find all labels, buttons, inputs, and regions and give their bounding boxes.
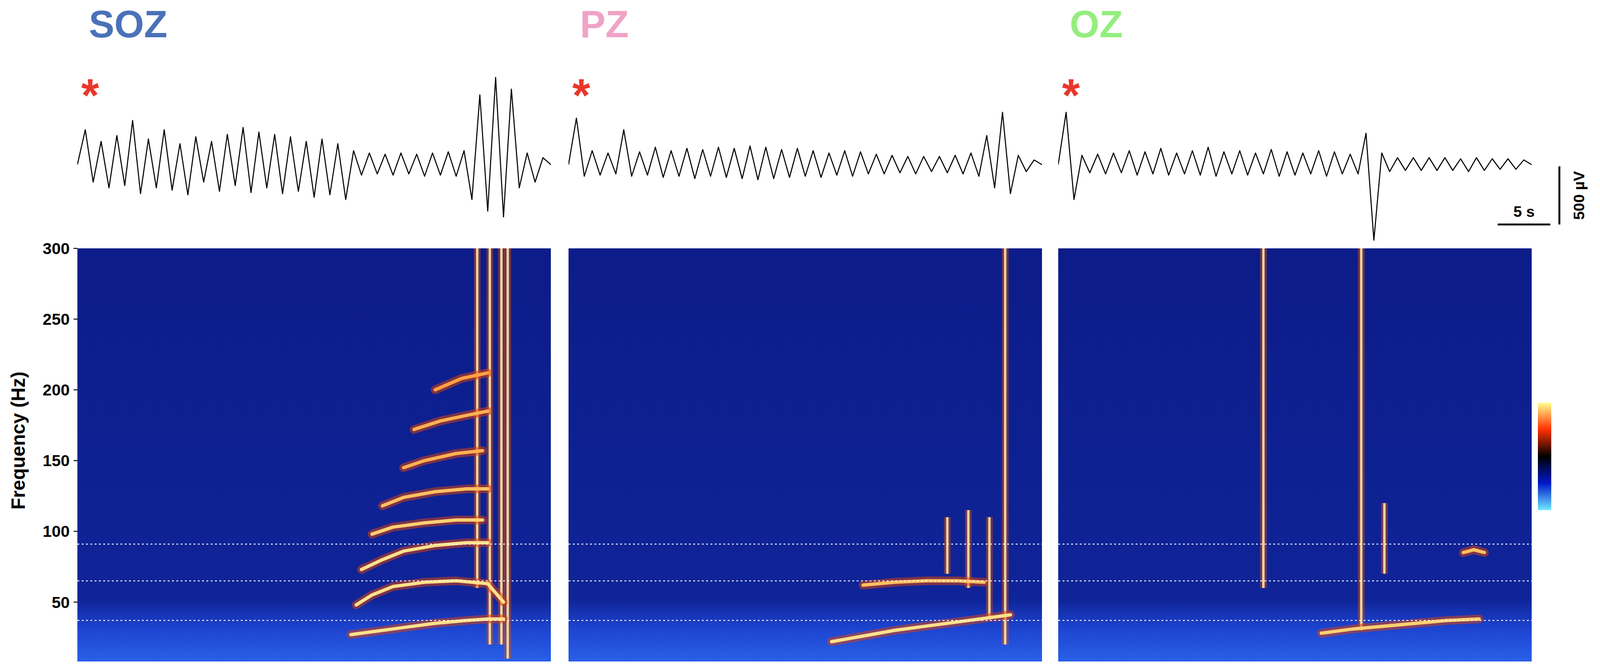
reference-line (77, 580, 551, 582)
reference-line (77, 543, 551, 545)
annotation: * (1062, 69, 1081, 121)
ridge (351, 619, 504, 635)
burst (966, 510, 970, 589)
ridge (414, 411, 488, 430)
trace-group (1058, 112, 1532, 241)
spectrogram-group (77, 248, 551, 659)
y-tick (73, 460, 78, 462)
ridge-glow (382, 489, 488, 507)
ridge (1463, 549, 1485, 553)
burst-glow (1357, 248, 1365, 631)
y-tick (73, 389, 78, 391)
spectrogram-bg (77, 248, 551, 662)
panel-title: SOZ (88, 2, 168, 46)
burst-glow (986, 517, 993, 617)
burst-glow (965, 510, 972, 589)
y-tick-label: 250 (42, 310, 70, 329)
panel-title: OZ (1069, 2, 1123, 46)
spectrogram-bg (568, 248, 1042, 662)
burst (506, 248, 509, 659)
ridge (382, 489, 488, 507)
eeg-trace (1058, 112, 1532, 241)
spectrogram-bg (1058, 248, 1532, 662)
burst (500, 248, 503, 645)
burst (475, 248, 479, 589)
ridge-glow (372, 520, 483, 535)
ridge (435, 373, 488, 391)
time-scale-label: 5 s (1513, 203, 1535, 221)
ridge-glow (414, 411, 488, 430)
burst (1003, 248, 1007, 645)
panel-title: PZ (579, 2, 629, 46)
ridge-glow (863, 580, 985, 586)
ridge (831, 614, 1011, 642)
ridge-glow (351, 619, 504, 635)
reference-line (1058, 543, 1532, 545)
reference-line (77, 620, 551, 622)
eeg-trace (77, 77, 551, 217)
ridge (403, 451, 483, 469)
y-tick-label: 150 (42, 451, 70, 470)
figure: SOZ * 50 100 150 200 250 300 PZ * OZ * Frequency (Hz… (0, 0, 1600, 672)
y-axis-title: Frequency (Hz) (7, 371, 29, 510)
y-tick (73, 530, 78, 532)
reference-line (1058, 580, 1532, 582)
spectrogram-group (568, 248, 1042, 645)
burst-glow (497, 248, 505, 645)
reference-line (1058, 620, 1532, 622)
reference-line (568, 620, 1042, 622)
eeg-trace (568, 112, 1042, 194)
burst (1383, 503, 1386, 574)
annotation: * (572, 69, 591, 121)
ridge-glow (435, 373, 488, 391)
ridge-glow (361, 542, 488, 570)
ridge-glow (356, 580, 504, 605)
voltage-scale-label: 500 µV (1570, 170, 1588, 220)
trace-group (77, 77, 551, 217)
y-tick-label: 300 (42, 239, 70, 258)
burst-glow (504, 248, 512, 659)
y-tick-label: 200 (42, 380, 70, 399)
burst (945, 517, 949, 574)
reference-line (568, 580, 1042, 582)
y-tick (73, 247, 78, 249)
ridge (863, 580, 985, 586)
ridge-glow (403, 451, 483, 469)
annotation: * (81, 69, 100, 121)
ridge (356, 580, 504, 605)
burst-glow (1381, 503, 1388, 574)
ridge (361, 542, 488, 570)
ridge-glow (831, 614, 1011, 642)
reference-line (568, 543, 1042, 545)
spectrogram-group (1058, 248, 1532, 634)
trace-group (568, 112, 1042, 194)
y-tick (73, 318, 78, 320)
burst (1360, 248, 1363, 631)
burst-glow (473, 248, 481, 589)
y-tick-label: 100 (42, 522, 70, 541)
ridge (1321, 619, 1480, 634)
burst-glow (944, 517, 951, 574)
ridge-glow (1463, 549, 1485, 553)
colorbar (1537, 402, 1552, 511)
y-tick-label: 50 (51, 593, 70, 612)
burst-glow (1259, 248, 1267, 589)
ridge-glow (1321, 619, 1480, 634)
voltage-scale-bar (1558, 166, 1561, 225)
time-scale-bar (1497, 223, 1551, 226)
burst-glow (1001, 248, 1009, 645)
burst (987, 517, 991, 617)
burst (1262, 248, 1265, 589)
ridge (372, 520, 483, 535)
y-tick (73, 601, 78, 603)
